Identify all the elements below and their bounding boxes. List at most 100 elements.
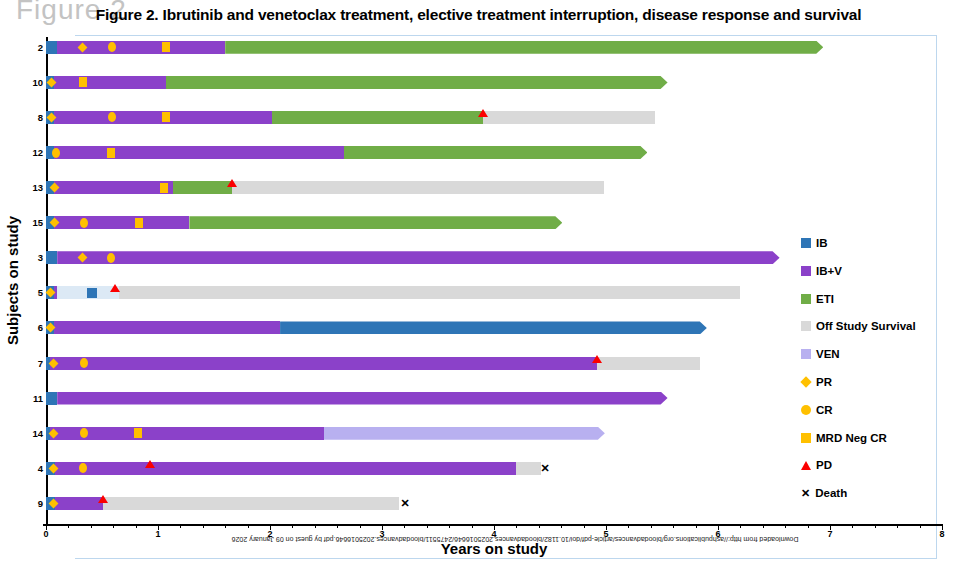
legend-item-off-study-survival: Off Study Survival bbox=[801, 319, 916, 333]
x-minor-tick bbox=[315, 525, 316, 528]
bar-segment-eti-subject-15 bbox=[189, 216, 562, 229]
x-minor-tick bbox=[763, 525, 764, 528]
x-minor-tick bbox=[852, 525, 853, 528]
legend-label: Off Study Survival bbox=[816, 320, 916, 332]
death-swatch-icon: ✕ bbox=[801, 487, 810, 500]
figure-canvas: Figure 2 Figure 2. Ibrutinib and venetoc… bbox=[0, 0, 957, 564]
ib-swatch-icon bbox=[801, 238, 811, 248]
x-minor-tick bbox=[561, 525, 562, 528]
x-minor-tick bbox=[68, 525, 69, 528]
x-minor-tick bbox=[920, 525, 921, 528]
pd-marker-icon bbox=[592, 355, 602, 363]
x-minor-tick bbox=[539, 525, 540, 528]
ib-marker-icon bbox=[87, 288, 97, 298]
legend-item-death: ✕ Death bbox=[801, 486, 847, 500]
legend-label: ETI bbox=[816, 293, 834, 305]
y-axis-title: Subjects on study bbox=[4, 141, 21, 421]
mrd-neg-cr-marker-icon bbox=[79, 77, 87, 87]
x-minor-tick bbox=[808, 525, 809, 528]
x-minor-tick bbox=[673, 525, 674, 528]
bar-segment-ibv-subject-15 bbox=[54, 216, 190, 229]
mrd-neg-cr-marker-icon bbox=[134, 428, 142, 438]
cr-swatch-icon bbox=[801, 405, 811, 415]
x-minor-tick bbox=[628, 525, 629, 528]
legend-item-ven: VEN bbox=[801, 347, 840, 361]
x-minor-tick bbox=[651, 525, 652, 528]
bar-segment-ibv-subject-10 bbox=[54, 76, 166, 89]
death-marker-icon: ✕ bbox=[540, 463, 549, 474]
bar-segment-ib-subject-2 bbox=[46, 41, 57, 54]
off-study-survival-swatch-icon bbox=[801, 321, 811, 331]
mrd-neg-cr-marker-icon bbox=[160, 183, 168, 193]
legend-label: Death bbox=[815, 487, 847, 499]
legend-label: VEN bbox=[816, 348, 840, 360]
bar-segment-ibv-subject-4 bbox=[55, 462, 516, 475]
legend-label: PR bbox=[816, 376, 832, 388]
cr-marker-icon bbox=[107, 253, 115, 263]
mrd-neg-cr-marker-icon bbox=[162, 42, 170, 52]
subject-label-4: 4 bbox=[13, 463, 43, 474]
x-tick-label: 8 bbox=[932, 529, 952, 539]
x-minor-tick bbox=[337, 525, 338, 528]
bar-segment-ven-subject-14 bbox=[324, 427, 605, 440]
x-minor-tick bbox=[136, 525, 137, 528]
legend-label: PD bbox=[816, 459, 832, 471]
legend-label: MRD Neg CR bbox=[816, 432, 887, 444]
legend-label: IB bbox=[816, 237, 828, 249]
legend-item-eti: ETI bbox=[801, 292, 834, 306]
x-minor-tick bbox=[875, 525, 876, 528]
x-minor-tick bbox=[449, 525, 450, 528]
bar-segment-eti-subject-13 bbox=[173, 181, 232, 194]
subject-label-8: 8 bbox=[13, 112, 43, 123]
download-watermark-text: Downloaded from http://ashpublications.o… bbox=[115, 536, 915, 543]
legend-item-mrd-neg-cr: MRD Neg CR bbox=[801, 431, 887, 445]
bar-segment-ib-subject-11 bbox=[46, 392, 57, 405]
x-minor-tick bbox=[360, 525, 361, 528]
bar-segment-ibv-subject-14 bbox=[50, 427, 323, 440]
x-minor-tick bbox=[404, 525, 405, 528]
x-tick-label: 0 bbox=[36, 529, 56, 539]
mrd-neg-cr-marker-icon bbox=[135, 218, 143, 228]
subject-label-2: 2 bbox=[13, 42, 43, 53]
x-minor-tick bbox=[292, 525, 293, 528]
bar-segment-oss-subject-5 bbox=[119, 286, 741, 299]
legend-item-pd: PD bbox=[801, 458, 832, 472]
mrd-neg-cr-marker-icon bbox=[107, 148, 115, 158]
bar-segment-ib-subject-6 bbox=[280, 321, 707, 334]
x-minor-tick bbox=[248, 525, 249, 528]
bar-segment-ibv-subject-6 bbox=[54, 321, 280, 334]
legend-item-ib: IB bbox=[801, 236, 828, 250]
bar-segment-ibv-subject-3 bbox=[57, 251, 779, 264]
x-minor-tick bbox=[113, 525, 114, 528]
pr-swatch-icon bbox=[800, 376, 811, 387]
bar-segment-ibv-subject-11 bbox=[57, 392, 667, 405]
x-minor-tick bbox=[472, 525, 473, 528]
bar-segment-eti-subject-10 bbox=[166, 76, 668, 89]
bar-segment-oss-subject-4 bbox=[516, 462, 541, 475]
pd-marker-icon bbox=[227, 179, 237, 187]
mrd-neg-cr-marker-icon bbox=[162, 112, 170, 122]
eti-swatch-icon bbox=[801, 294, 811, 304]
x-minor-tick bbox=[203, 525, 204, 528]
cr-marker-icon bbox=[80, 218, 88, 228]
x-minor-tick bbox=[427, 525, 428, 528]
bar-segment-oss-subject-7 bbox=[597, 357, 700, 370]
cr-marker-icon bbox=[52, 148, 60, 158]
pd-swatch-icon bbox=[801, 461, 811, 470]
x-minor-tick bbox=[785, 525, 786, 528]
legend-label: CR bbox=[816, 404, 833, 416]
bar-segment-ibv-subject-9 bbox=[55, 497, 103, 510]
subject-label-14: 14 bbox=[13, 428, 43, 439]
bar-segment-oss-subject-13 bbox=[232, 181, 604, 194]
x-minor-tick bbox=[740, 525, 741, 528]
legend-item-cr: CR bbox=[801, 403, 833, 417]
pd-marker-icon bbox=[110, 284, 120, 292]
bar-segment-ib-subject-3 bbox=[46, 251, 57, 264]
bar-segment-eti-subject-12 bbox=[344, 146, 648, 159]
x-minor-tick bbox=[91, 525, 92, 528]
death-marker-icon: ✕ bbox=[400, 498, 409, 509]
bar-segment-oss-subject-8 bbox=[483, 111, 655, 124]
subject-label-9: 9 bbox=[13, 498, 43, 509]
pd-marker-icon bbox=[145, 460, 155, 468]
x-minor-tick bbox=[584, 525, 585, 528]
